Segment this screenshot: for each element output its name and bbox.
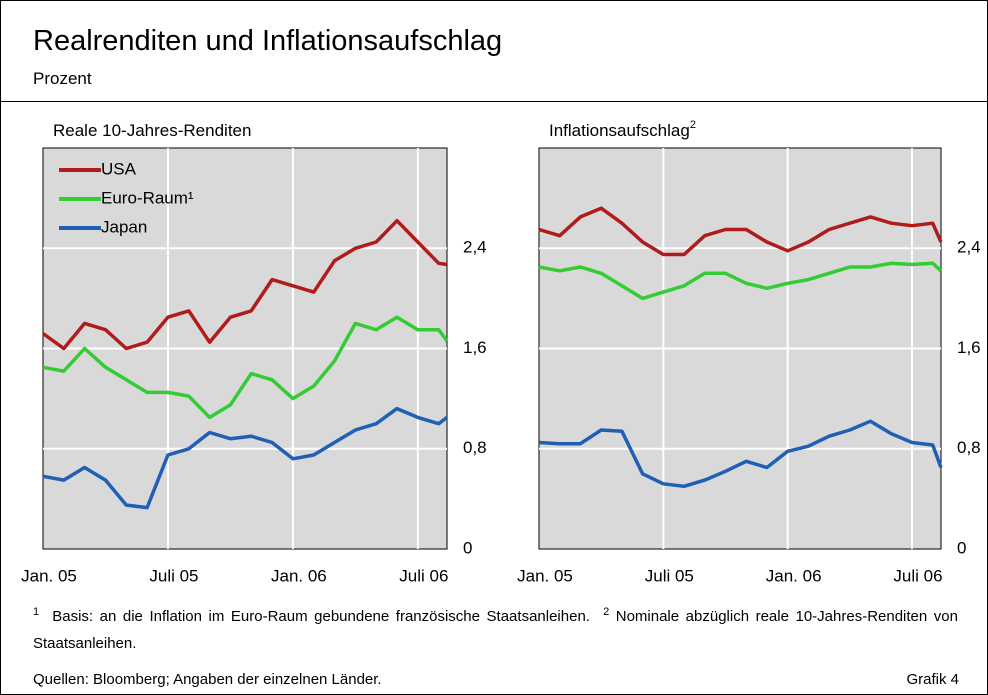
subtitle: Prozent xyxy=(33,69,92,88)
x-tick-label: Juli 05 xyxy=(645,566,694,585)
source: Quellen: Bloomberg; Angaben der einzelne… xyxy=(33,671,382,688)
series-line xyxy=(538,206,943,257)
x-tick-label: Juli 06 xyxy=(893,566,942,585)
panel-title-text: Inflationsaufschlag xyxy=(549,121,690,140)
y-tick-label: 0 xyxy=(463,538,472,557)
separator xyxy=(1,101,987,102)
y-tick-label: 0 xyxy=(957,538,966,557)
footnote: Nominale abzüglich reale 10-Jahres-Rendi… xyxy=(33,608,958,652)
panel-title-note: 2 xyxy=(690,119,696,131)
panel-title: Inflationsaufschlag2 xyxy=(549,119,696,141)
x-tick-label: Juli 06 xyxy=(399,566,448,585)
footnote-mark: 2 xyxy=(603,606,610,618)
y-tick-label: 0,8 xyxy=(957,438,981,457)
x-tick-label: Jan. 05 xyxy=(21,566,77,585)
footnote: Basis: an die Inflation im Euro-Raum geb… xyxy=(52,608,590,625)
series-line xyxy=(538,419,943,489)
series-line xyxy=(41,218,448,351)
figure-label: Grafik 4 xyxy=(906,671,959,688)
series-line xyxy=(42,315,449,420)
x-tick-label: Juli 05 xyxy=(149,566,198,585)
y-tick-label: 0,8 xyxy=(463,438,487,457)
panel-title: Reale 10-Jahres-Renditen xyxy=(53,121,251,140)
x-tick-label: Jan. 06 xyxy=(271,566,327,585)
legend-label: USA xyxy=(101,159,137,178)
y-tick-label: 2,4 xyxy=(463,238,487,257)
series-line xyxy=(538,261,943,301)
y-tick-label: 1,6 xyxy=(463,338,487,357)
footnotes: 1 Basis: an die Inflation im Euro-Raum g… xyxy=(33,599,958,657)
legend-label: Euro-Raum¹ xyxy=(101,188,194,207)
footnote-mark: 1 xyxy=(33,606,40,618)
legend-label: Japan xyxy=(101,217,147,236)
y-tick-label: 1,6 xyxy=(957,338,981,357)
x-tick-label: Jan. 05 xyxy=(517,566,573,585)
y-tick-label: 2,4 xyxy=(957,238,981,257)
title: Realrenditen und Inflationsaufschlag xyxy=(33,25,503,57)
series-line xyxy=(42,406,449,510)
panel-title-text: Reale 10-Jahres-Renditen xyxy=(53,121,251,140)
x-tick-label: Jan. 06 xyxy=(766,566,822,585)
